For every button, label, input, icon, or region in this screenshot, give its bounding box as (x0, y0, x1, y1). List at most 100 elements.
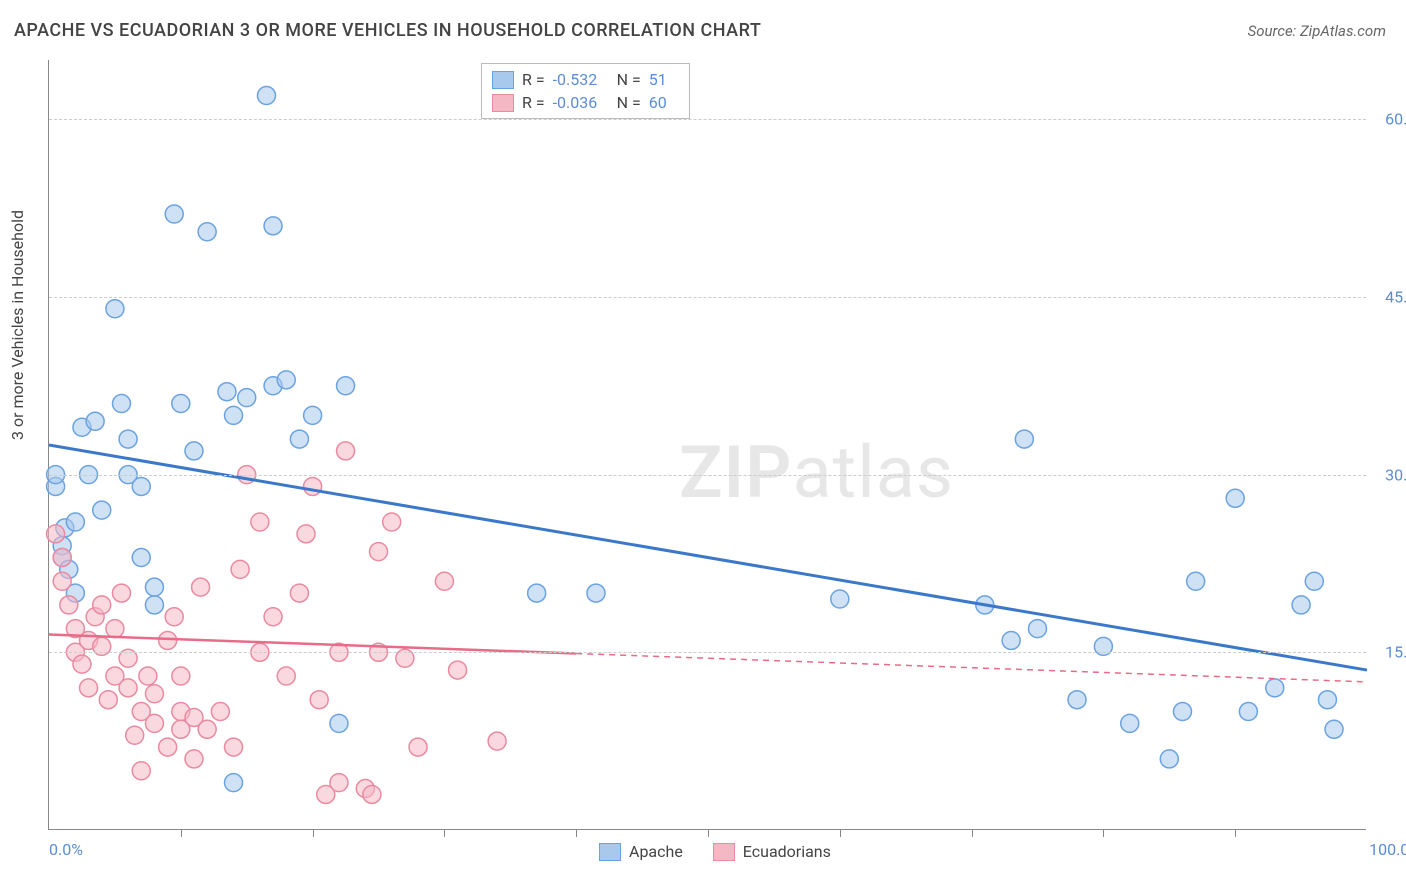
data-point (528, 584, 546, 602)
data-point (218, 383, 236, 401)
data-point (1318, 691, 1336, 709)
r-label: R = (522, 70, 545, 89)
legend-stats-row: R =-0.532N =51 (492, 68, 679, 91)
data-point (112, 395, 130, 413)
data-point (132, 549, 150, 567)
data-point (330, 774, 348, 792)
data-point (310, 691, 328, 709)
data-point (139, 667, 157, 685)
x-tick (576, 829, 577, 837)
correlation-chart: APACHE VS ECUADORIAN 3 OR MORE VEHICLES … (0, 0, 1406, 892)
data-point (304, 477, 322, 495)
x-tick-label: 100.0% (1369, 840, 1406, 859)
gridline (49, 475, 1366, 476)
data-point (277, 371, 295, 389)
data-point (145, 685, 163, 703)
data-point (383, 513, 401, 531)
legend-series-label: Ecuadorians (743, 842, 831, 861)
data-point (290, 430, 308, 448)
data-point (132, 477, 150, 495)
legend-series: Apache Ecuadorians (599, 842, 831, 861)
data-point (132, 762, 150, 780)
data-point (145, 578, 163, 596)
data-point (257, 87, 275, 105)
data-point (165, 205, 183, 223)
data-point (80, 679, 98, 697)
plot-area: ZIPatlas R =-0.532N =51R =-0.036N =60 Ap… (48, 60, 1366, 830)
data-point (290, 584, 308, 602)
legend-series-item: Ecuadorians (713, 842, 831, 861)
data-point (488, 732, 506, 750)
x-tick (444, 829, 445, 837)
data-point (172, 667, 190, 685)
r-value: -0.532 (553, 70, 609, 89)
data-point (435, 572, 453, 590)
legend-stats: R = -0.532 N = 51 R = -0.036 N = 60 (481, 63, 690, 119)
trend-line-dashed (576, 653, 1367, 681)
data-point (1239, 703, 1257, 721)
data-point (93, 501, 111, 519)
data-point (66, 513, 84, 531)
data-point (231, 560, 249, 578)
legend-series-label: Apache (629, 842, 683, 861)
chart-title: APACHE VS ECUADORIAN 3 OR MORE VEHICLES … (14, 20, 761, 41)
data-point (47, 525, 65, 543)
data-point (409, 738, 427, 756)
data-point (99, 691, 117, 709)
data-point (264, 608, 282, 626)
data-point (86, 412, 104, 430)
data-point (251, 513, 269, 531)
gridline (49, 297, 1366, 298)
data-point (337, 442, 355, 460)
data-point (172, 395, 190, 413)
data-point (449, 661, 467, 679)
data-point (587, 584, 605, 602)
x-tick (1235, 829, 1236, 837)
data-point (264, 217, 282, 235)
data-point (145, 596, 163, 614)
data-point (106, 620, 124, 638)
data-point (238, 389, 256, 407)
x-tick-label: 0.0% (49, 840, 83, 859)
data-point (1292, 596, 1310, 614)
n-value: 60 (649, 93, 679, 112)
data-point (126, 726, 144, 744)
gridline (49, 652, 1366, 653)
r-label: R = (522, 93, 545, 112)
n-label: N = (617, 93, 641, 112)
gridline (49, 119, 1366, 120)
legend-swatch (492, 94, 514, 112)
data-point (1305, 572, 1323, 590)
data-point (225, 774, 243, 792)
x-tick (840, 829, 841, 837)
data-point (1015, 430, 1033, 448)
data-point (185, 750, 203, 768)
data-point (165, 608, 183, 626)
data-point (1121, 714, 1139, 732)
y-tick-label: 15.0% (1373, 643, 1406, 662)
data-point (192, 578, 210, 596)
r-value: -0.036 (553, 93, 609, 112)
y-axis-label: 3 or more Vehicles in Household (8, 210, 27, 440)
trend-line (49, 445, 1367, 670)
legend-series-item: Apache (599, 842, 683, 861)
x-tick (313, 829, 314, 837)
data-point (831, 590, 849, 608)
data-point (277, 667, 295, 685)
data-point (225, 406, 243, 424)
data-point (198, 720, 216, 738)
data-point (304, 406, 322, 424)
data-point (185, 442, 203, 460)
data-point (93, 596, 111, 614)
legend-swatch (492, 71, 514, 89)
data-point (53, 572, 71, 590)
n-value: 51 (649, 70, 679, 89)
legend-swatch (599, 843, 621, 861)
x-tick (708, 829, 709, 837)
data-point (1160, 750, 1178, 768)
data-point (198, 223, 216, 241)
legend-stats-row: R = -0.036 N = 60 (492, 91, 679, 114)
data-point (1325, 720, 1343, 738)
chart-source: Source: ZipAtlas.com (1248, 22, 1386, 40)
data-point (1266, 679, 1284, 697)
